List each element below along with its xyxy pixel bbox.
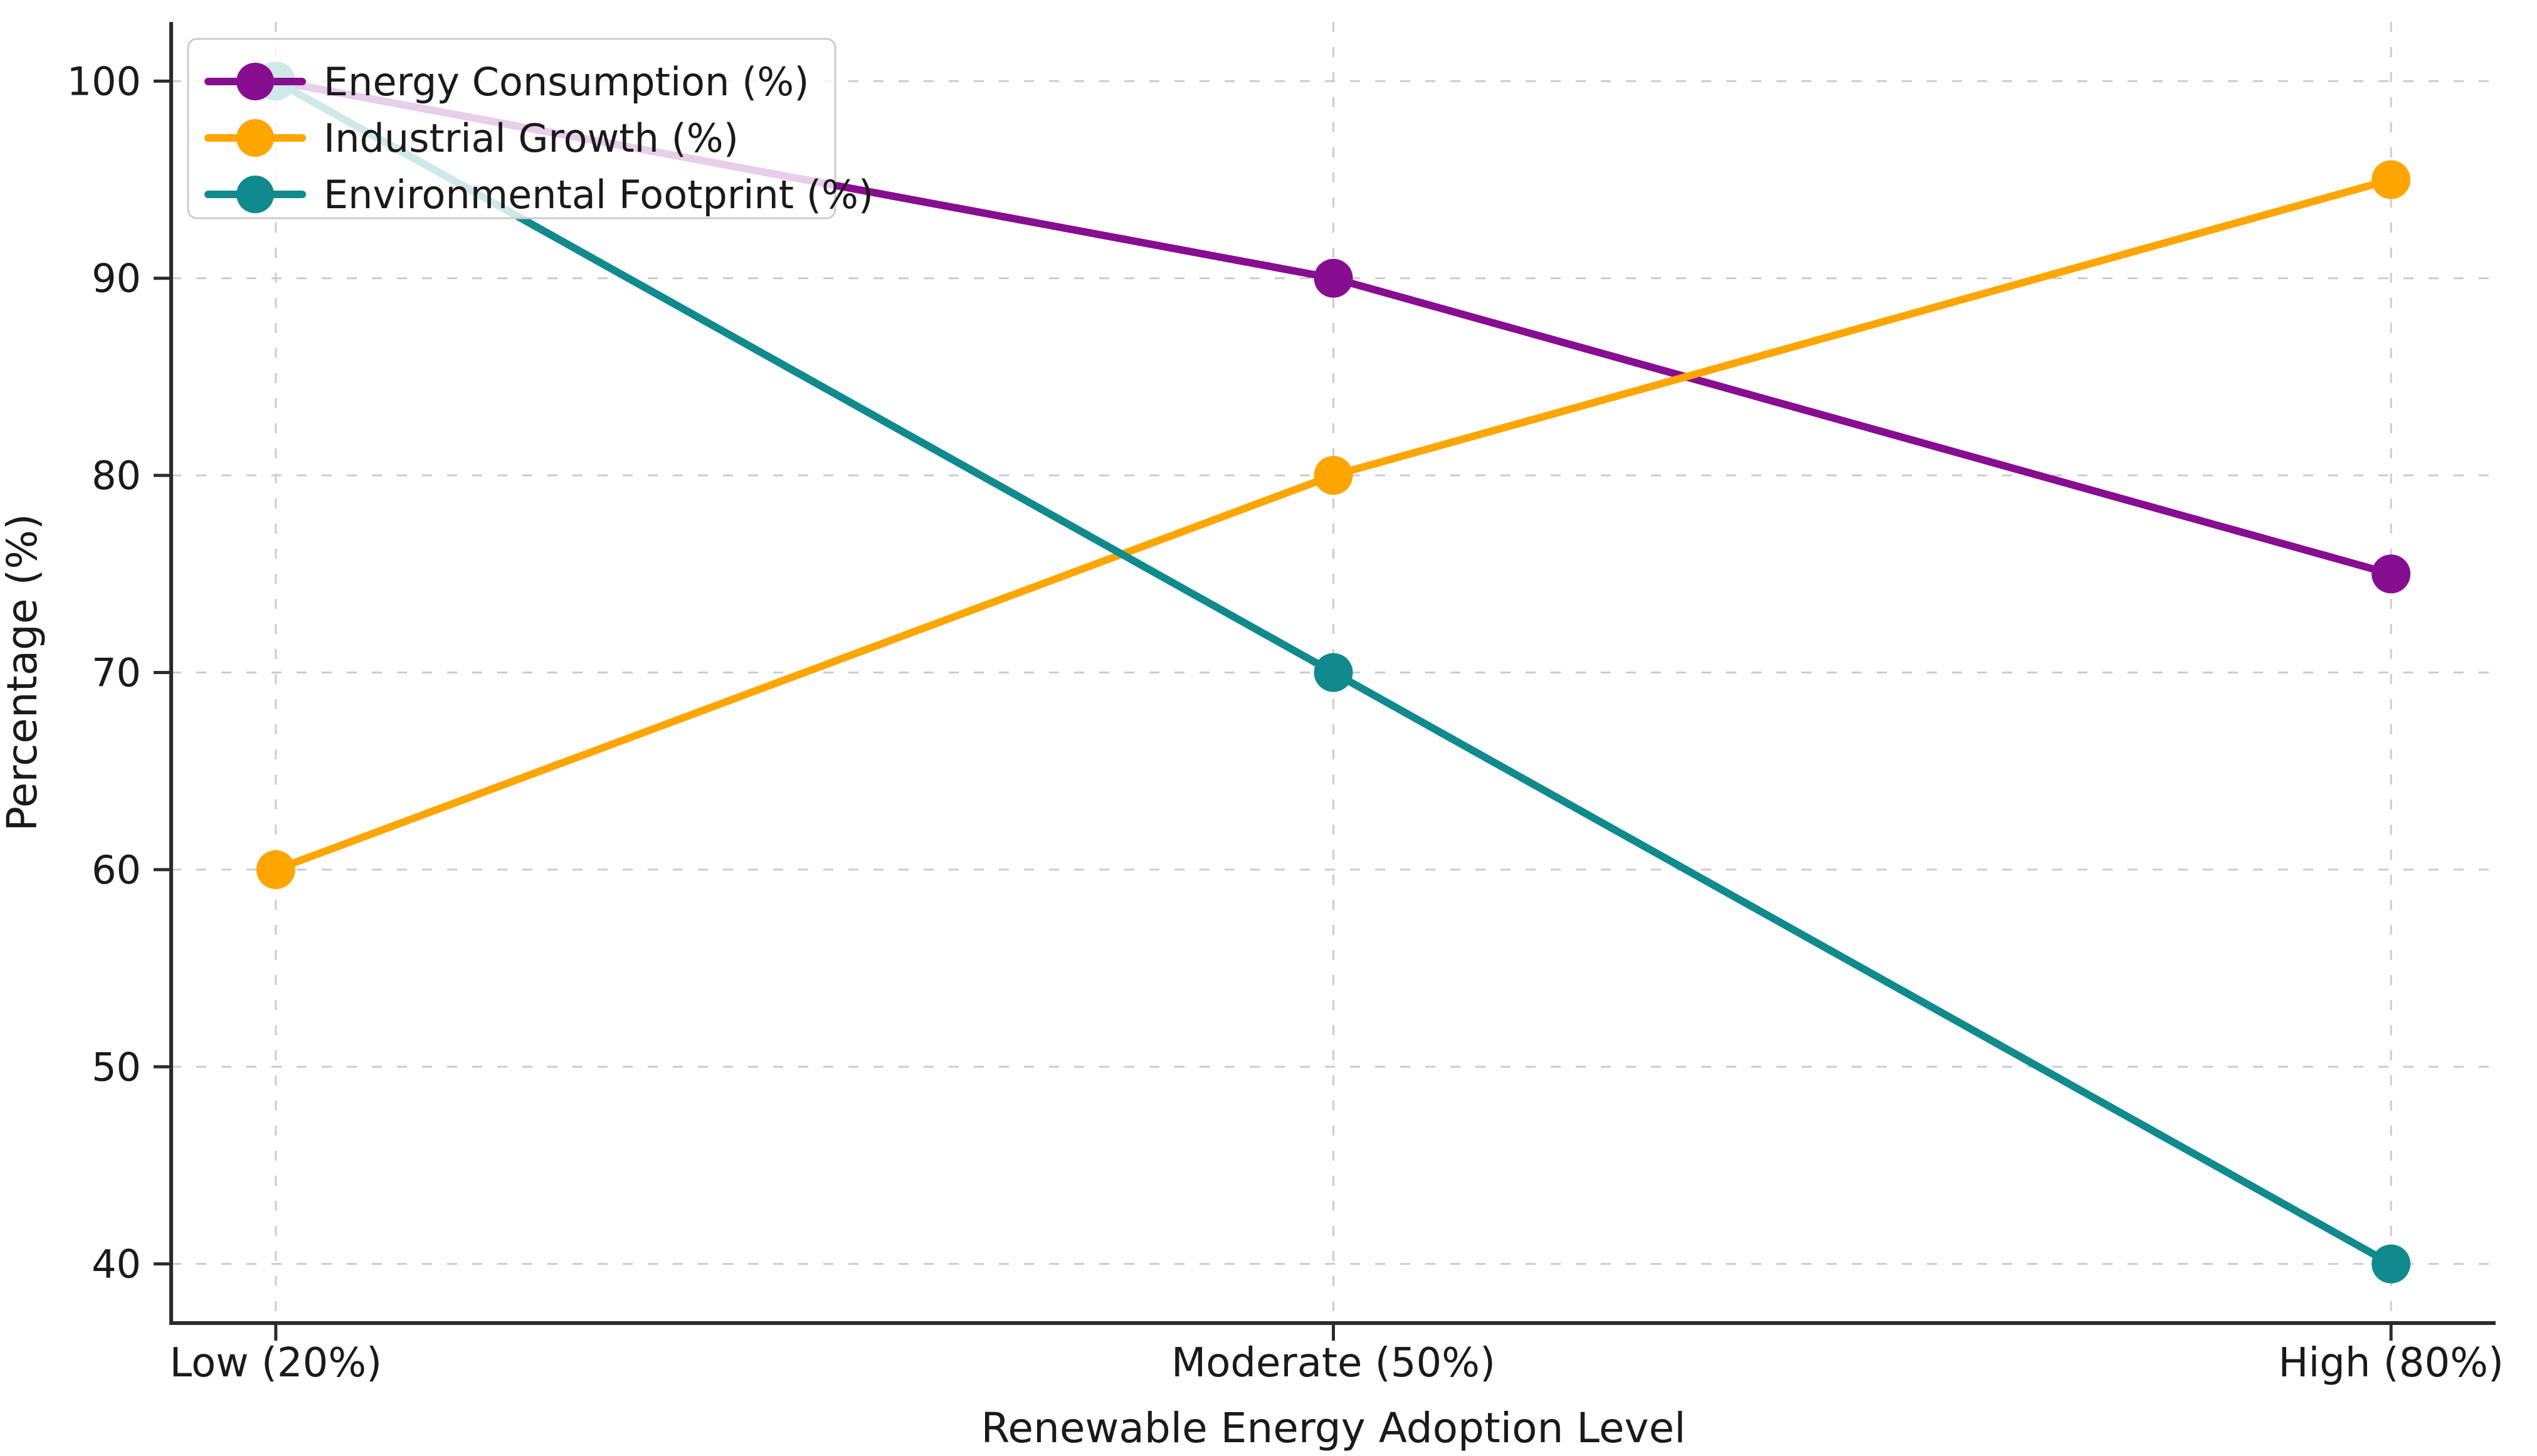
- x-tick-label-low-20: Low (20%): [170, 1340, 382, 1386]
- legend: Energy Consumption (%) Industrial Growth …: [187, 38, 873, 219]
- legend-label-environmental-footprint: Environmental Footprint (%): [324, 172, 873, 218]
- legend-label-energy-consumption: Energy Consumption (%): [324, 59, 809, 105]
- y-axis-title: Percentage (%): [0, 514, 46, 831]
- data-point-industrial-growth-low-20: [256, 850, 295, 889]
- gridlines: [171, 22, 2502, 1323]
- y-tick-label-70: 70: [92, 650, 141, 696]
- legend-box: [187, 38, 836, 219]
- y-tick-label-50: 50: [92, 1044, 141, 1090]
- axis-labels: 40 50 60 70 80 90 100 Low (20%) Moderate (50%) Hi…: [0, 58, 2504, 1452]
- legend-item-industrial-growth: Industrial Growth (%): [204, 115, 739, 161]
- legend-marker-energy-consumption: [236, 63, 274, 100]
- legend-item-energy-consumption: Energy Consumption (%): [204, 59, 809, 105]
- axes: [154, 22, 2496, 1341]
- legend-label-industrial-growth: Industrial Growth (%): [324, 115, 739, 161]
- y-tick-label-60: 60: [92, 847, 141, 893]
- x-tick-label-high-80: High (80%): [2278, 1340, 2504, 1386]
- data-point-industrial-growth-high-80: [2371, 160, 2411, 199]
- y-tick-label-100: 100: [67, 58, 141, 104]
- data-point-energy-consumption-moderate-50: [1314, 258, 1353, 298]
- data-point-environmental-footprint-high-80: [2371, 1244, 2411, 1284]
- data-point-energy-consumption-high-80: [2371, 554, 2411, 594]
- x-axis-title: Renewable Energy Adoption Level: [981, 1404, 1686, 1452]
- y-tick-label-90: 90: [92, 256, 141, 302]
- y-tick-label-80: 80: [92, 453, 141, 499]
- legend-marker-industrial-growth: [236, 119, 274, 157]
- y-tick-label-40: 40: [92, 1242, 141, 1287]
- legend-item-environmental-footprint: Environmental Footprint (%): [204, 172, 873, 218]
- x-tick-label-moderate-50: Moderate (50%): [1171, 1340, 1495, 1386]
- data-point-environmental-footprint-moderate-50: [1314, 653, 1353, 692]
- data-point-industrial-growth-moderate-50: [1314, 456, 1353, 495]
- legend-marker-environmental-footprint: [236, 176, 274, 213]
